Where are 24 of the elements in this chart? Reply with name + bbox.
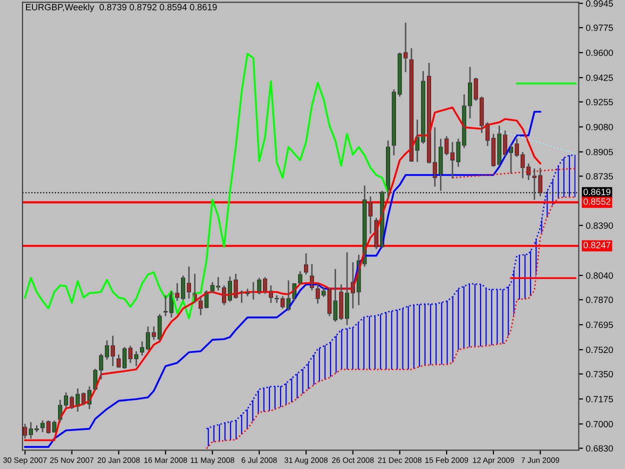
line-series [24,52,389,320]
y-tick-label: 0.7350 [586,370,613,378]
y-tick-label: 0.7520 [586,346,613,354]
candlestick [164,294,168,317]
y-tick-label: 0.7695 [586,322,613,328]
y-tick-label: 0.8390 [586,222,613,229]
ref-line-label: 0.8552 [584,198,610,205]
y-tick-label: 0.9255 [586,98,613,106]
y-tick-label: 0.8040 [586,272,613,279]
y-tick-label: 0.9600 [586,50,613,56]
y-tick-label: 0.7000 [586,420,613,428]
y-tick-label: 0.9425 [586,74,613,81]
chart-title: EURGBP,Weekly 0.8739 0.8792 0.8594 0.8619 [26,4,217,12]
ref-line-label: 0.8247 [584,242,610,248]
line-series [452,168,576,178]
y-tick-label: 0.9080 [586,124,613,130]
ref-line-label: 0.8619 [584,188,610,196]
y-tick-label: 0.9945 [586,0,613,7]
y-tick-label: 0.8735 [586,173,613,180]
y-tick-label: 0.9775 [586,24,613,31]
y-tick-label: 0.6830 [586,445,613,452]
y-tick-label: 0.8905 [586,148,613,156]
y-tick-label: 0.7175 [586,396,613,402]
y-tick-label: 0.7870 [586,296,613,304]
